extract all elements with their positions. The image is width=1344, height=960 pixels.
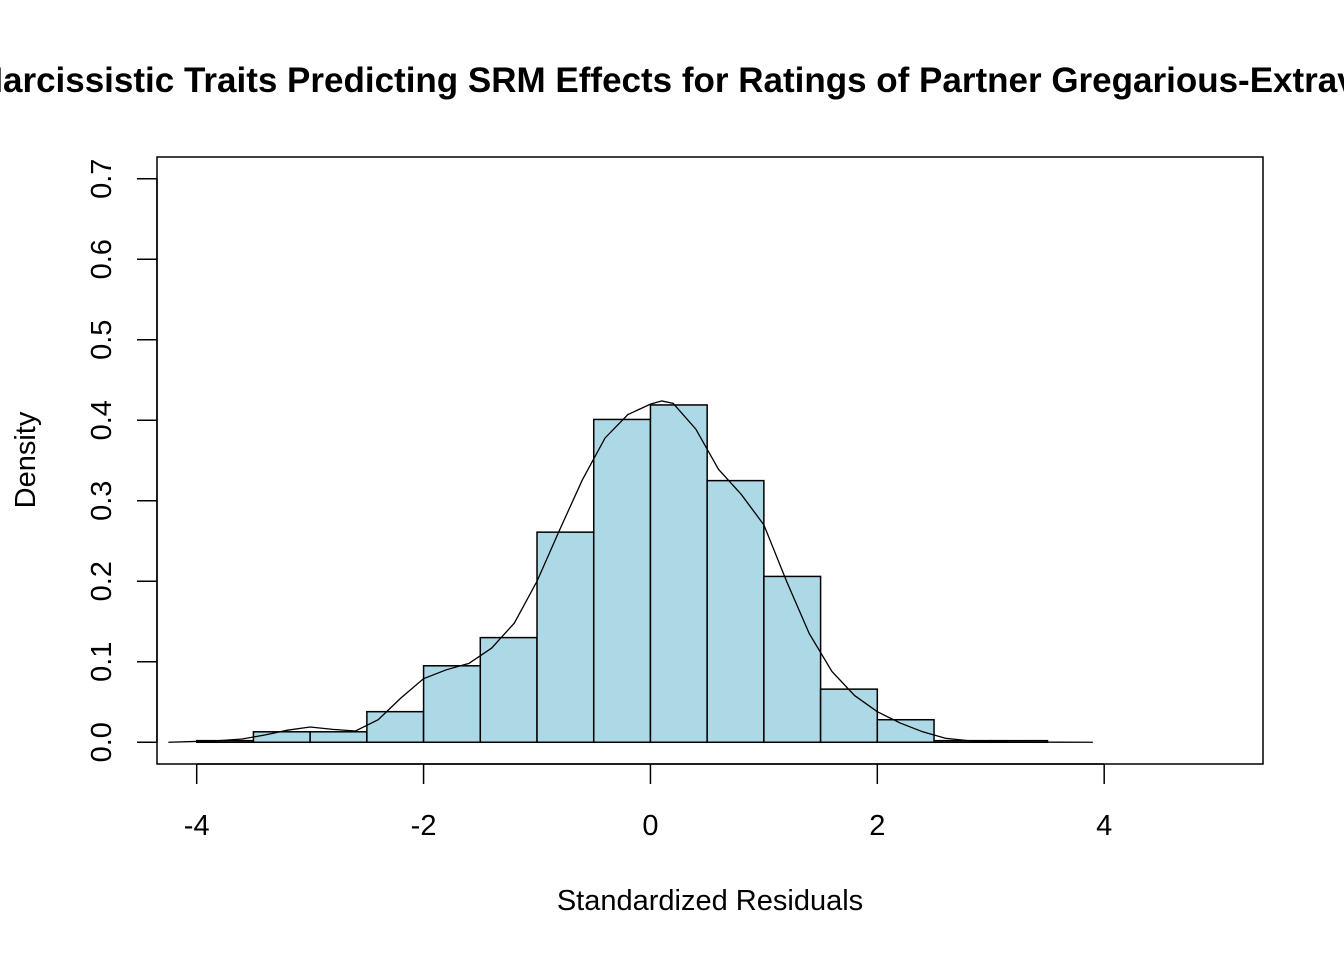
x-tick-label-1: -2 <box>411 810 437 842</box>
x-tick-label-0: -4 <box>184 810 210 842</box>
x-tick-label-4: 4 <box>1096 810 1112 842</box>
histogram-bar-11 <box>819 688 879 744</box>
x-tick-label-2: 0 <box>642 810 658 842</box>
y-axis: 0.0 0.1 0.2 0.3 0.4 0.5 0.6 0.7 <box>86 159 158 762</box>
x-axis-label: Standardized Residuals <box>557 885 863 917</box>
y-axis-label: Density <box>10 411 42 508</box>
histogram-bar-8 <box>649 404 708 744</box>
histogram-bars <box>195 404 1049 744</box>
histogram-bar-5 <box>479 636 538 744</box>
y-tick-label-4: 0.4 <box>86 400 118 440</box>
histogram-bar-6 <box>536 531 595 744</box>
histogram-bar-3 <box>366 710 425 744</box>
x-tick-label-3: 2 <box>869 810 885 842</box>
y-tick-label-7: 0.7 <box>86 159 118 199</box>
chart-title: Narcissistic Traits Predicting SRM Effec… <box>0 61 1344 100</box>
histogram-bar-12 <box>876 718 935 744</box>
histogram-bar-2 <box>309 731 368 744</box>
y-tick-label-3: 0.3 <box>86 481 118 521</box>
y-tick-label-5: 0.5 <box>86 320 118 360</box>
y-tick-label-2: 0.2 <box>86 561 118 601</box>
histogram-bar-10 <box>763 575 822 744</box>
histogram-bar-4 <box>422 665 482 744</box>
density-curve <box>168 400 1093 743</box>
histogram-bar-1 <box>252 731 311 744</box>
y-tick-label-6: 0.6 <box>86 239 118 279</box>
x-axis: -4 -2 0 2 4 <box>184 763 1112 842</box>
histogram-bar-9 <box>706 479 765 744</box>
y-tick-label-0: 0.0 <box>86 722 118 762</box>
y-tick-label-1: 0.1 <box>86 642 118 682</box>
histogram-bar-7 <box>592 418 652 744</box>
